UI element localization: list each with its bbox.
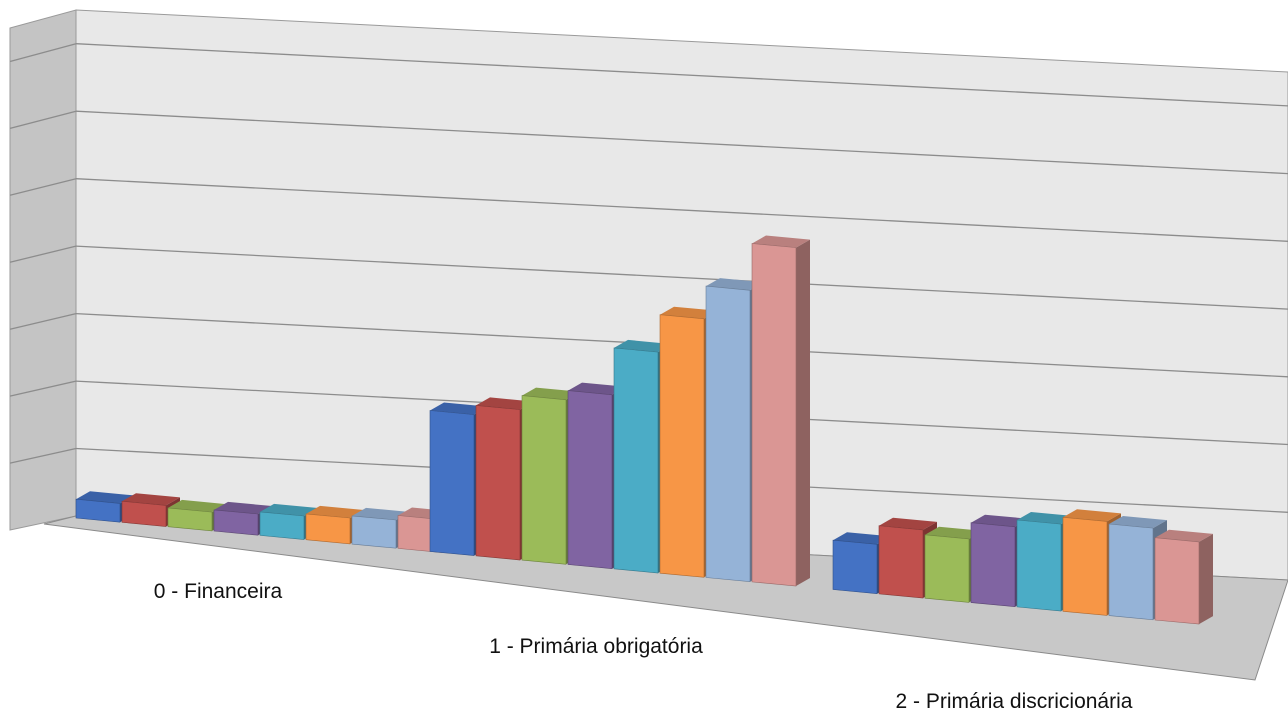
- side-gridline: [9, 245, 77, 263]
- back-wall: [75, 9, 1288, 581]
- bar-side: [1199, 533, 1213, 625]
- bar-front: [1154, 537, 1200, 625]
- gridlines: [9, 43, 1288, 513]
- bar-front: [521, 395, 567, 565]
- bar-front: [613, 347, 659, 574]
- side-gridline: [9, 178, 77, 196]
- bar-1-7: [751, 235, 810, 587]
- bar-front: [121, 500, 167, 527]
- bar-front: [878, 525, 924, 599]
- gridline: [75, 245, 1288, 310]
- bar-front: [213, 509, 259, 536]
- side-gridline: [9, 447, 77, 464]
- category-label-2: 2 - Primária discricionária: [896, 690, 1133, 712]
- bar-front: [832, 539, 878, 595]
- side-wall: [9, 9, 77, 531]
- bar-front: [924, 534, 970, 603]
- side-gridline: [9, 312, 77, 330]
- category-label-0: 0 - Financeira: [154, 580, 283, 603]
- bar-front: [475, 405, 521, 561]
- bar-front: [970, 522, 1016, 608]
- bar-0-4: [259, 503, 318, 540]
- side-gridline: [9, 43, 77, 63]
- side-gridline: [9, 110, 77, 130]
- bar-front: [705, 285, 751, 583]
- bar-front: [659, 314, 705, 578]
- category-labels: 0 - Financeira 1 - Primária obrigatória …: [154, 580, 1133, 712]
- bar-front: [1016, 519, 1062, 612]
- bar-2-7: [1154, 529, 1213, 625]
- gridline: [75, 178, 1288, 242]
- gridline: [75, 110, 1288, 175]
- gridline: [75, 43, 1288, 107]
- bar-front: [1108, 523, 1154, 621]
- bar-side: [796, 239, 810, 586]
- bar-front: [259, 511, 305, 540]
- bar-front: [1062, 516, 1108, 616]
- bar-front: [751, 243, 797, 587]
- bar-front: [75, 498, 121, 523]
- side-gridline: [9, 380, 77, 397]
- bar-front: [305, 513, 351, 545]
- bar-front: [429, 410, 475, 556]
- bar-front: [167, 507, 213, 532]
- bar-front: [567, 390, 613, 570]
- bar-front: [351, 515, 397, 549]
- category-label-1: 1 - Primária obrigatória: [489, 635, 703, 658]
- bars: [75, 235, 1213, 625]
